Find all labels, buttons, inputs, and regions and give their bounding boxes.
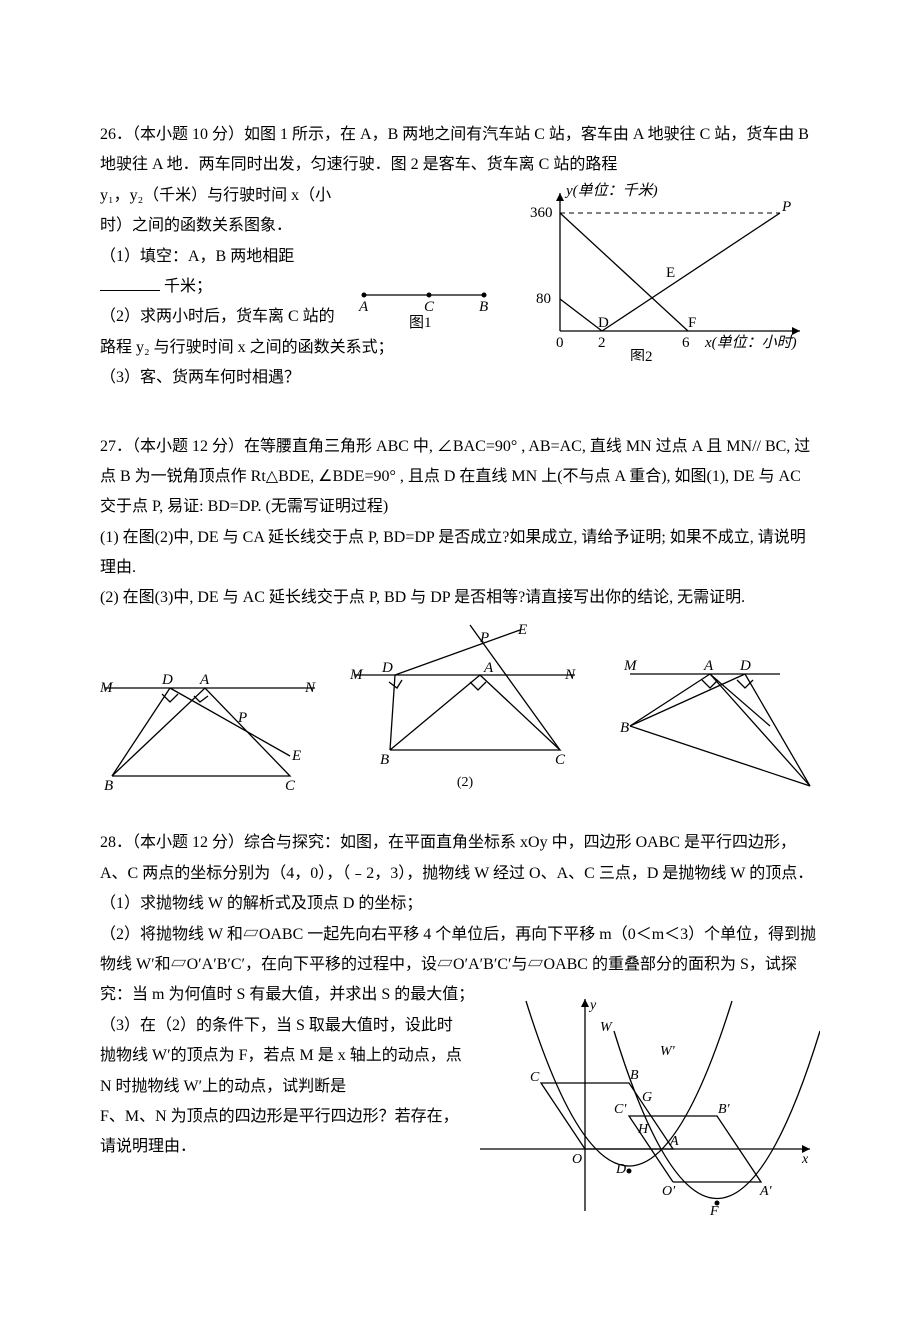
p27-q2: (2) 在图(3)中, DE 与 AC 延长线交于点 P, BD 与 DP 是否… bbox=[100, 583, 820, 613]
xtick-6: 6 bbox=[682, 335, 690, 351]
lbl-C: C bbox=[530, 1070, 540, 1085]
lbl-D: D bbox=[161, 672, 173, 688]
lbl3-A: A bbox=[703, 658, 714, 674]
ytick-80: 80 bbox=[536, 291, 551, 307]
lbl-B: B bbox=[630, 1068, 639, 1083]
p27-fig2-svg: M D A N B C P E bbox=[350, 620, 580, 770]
p26-fig1: A C B 图1 bbox=[354, 281, 494, 329]
p27-figs: M D A N B C P E bbox=[100, 620, 820, 797]
p27-fig3-svg: M A D B bbox=[610, 656, 820, 796]
lbl2-N: N bbox=[564, 667, 576, 683]
y-axis-label: y(单位：千米) bbox=[564, 182, 658, 199]
p27-fig1: M D A N B C P E bbox=[100, 666, 320, 796]
lbl-Cp: C' bbox=[614, 1102, 627, 1117]
p28-intro: 28．（本小题 12 分）综合与探究：如图，在平面直角坐标系 xOy 中，四边形… bbox=[100, 828, 820, 889]
p27-intro-text: （本小题 12 分）在等腰直角三角形 ABC 中, ∠BAC=90° , AB=… bbox=[100, 438, 810, 516]
lbl2-P: P bbox=[479, 630, 489, 646]
p26-num: 26． bbox=[100, 126, 132, 143]
xtick-0: 0 bbox=[556, 335, 564, 351]
lbl2-E: E bbox=[517, 622, 527, 638]
lbl-H: H bbox=[637, 1122, 649, 1137]
problem-28: 28．（本小题 12 分）综合与探究：如图，在平面直角坐标系 xOy 中，四边形… bbox=[100, 828, 820, 1220]
lbl-A: A bbox=[199, 672, 210, 688]
pt-D: D bbox=[598, 315, 609, 331]
lbl-M: M bbox=[100, 680, 114, 696]
p27-fig1-svg: M D A N B C P E bbox=[100, 666, 320, 796]
p26-line1: 26．（本小题 10 分）如图 1 所示，在 A，B 两地之间有汽车站 C 站，… bbox=[100, 120, 820, 181]
lbl-W: W bbox=[600, 1020, 613, 1035]
lbl2-B: B bbox=[380, 752, 389, 768]
page: 26．（本小题 10 分）如图 1 所示，在 A，B 两地之间有汽车站 C 站，… bbox=[0, 0, 920, 1339]
spacer bbox=[100, 412, 820, 432]
p26-fig1-svg: A C B 图1 bbox=[354, 281, 494, 329]
pt-E: E bbox=[666, 265, 675, 281]
lbl2-M: M bbox=[350, 667, 364, 683]
p28-intro-text: （本小题 12 分）综合与探究：如图，在平面直角坐标系 xOy 中，四边形 OA… bbox=[100, 834, 813, 881]
lbl2-D: D bbox=[381, 660, 393, 676]
p28-svg: y x O C B C' G B' H A D O' A' F W bbox=[470, 991, 820, 1221]
lbl-Wp: W' bbox=[660, 1044, 676, 1059]
p27-intro: 27．（本小题 12 分）在等腰直角三角形 ABC 中, ∠BAC=90° , … bbox=[100, 432, 820, 523]
pt-P: P bbox=[781, 199, 791, 215]
p26-q1b: 千米； bbox=[164, 278, 212, 295]
lbl3-D: D bbox=[739, 658, 751, 674]
lbl-B: B bbox=[104, 778, 113, 794]
p26-figures: 360 80 0 2 6 D F E P y bbox=[510, 181, 820, 361]
lbl-G: G bbox=[642, 1090, 652, 1105]
p27-fig3: M A D B bbox=[610, 656, 820, 796]
lbl3-B: B bbox=[620, 720, 629, 736]
fig1-caption: 图1 bbox=[409, 314, 432, 329]
lbl-D: D bbox=[615, 1162, 626, 1177]
p26-chart-svg: 360 80 0 2 6 D F E P y bbox=[510, 181, 820, 361]
lbl-N: N bbox=[304, 680, 316, 696]
lbl-Bp: B' bbox=[718, 1102, 731, 1117]
problem-26: 26．（本小题 10 分）如图 1 所示，在 A，B 两地之间有汽车站 C 站，… bbox=[100, 120, 820, 394]
p28-figure: y x O C B C' G B' H A D O' A' F W bbox=[470, 991, 820, 1221]
lbl-x: x bbox=[801, 1152, 809, 1167]
p27-q1: (1) 在图(2)中, DE 与 CA 延长线交于点 P, BD=DP 是否成立… bbox=[100, 523, 820, 584]
p27-num: 27． bbox=[100, 438, 132, 455]
p27-fig2-caption: (2) bbox=[350, 770, 580, 797]
x-axis-label: x(单位：小时) bbox=[704, 334, 797, 351]
blank-icon bbox=[100, 290, 160, 291]
xtick-2: 2 bbox=[598, 335, 606, 351]
p28-num: 28． bbox=[100, 834, 132, 851]
lbl-Op: O' bbox=[662, 1184, 676, 1199]
pt-B: B bbox=[479, 299, 488, 315]
lbl-A: A bbox=[669, 1134, 679, 1149]
p26-q3: （3）客、货两车何时相遇？ bbox=[100, 363, 820, 393]
p28-q1: （1）求抛物线 W 的解析式及顶点 D 的坐标； bbox=[100, 889, 820, 919]
pt-A: A bbox=[358, 299, 369, 315]
lbl-P: P bbox=[237, 710, 247, 726]
pt-C: C bbox=[424, 299, 435, 315]
lbl3-M: M bbox=[623, 658, 638, 674]
p26-q1a: （1）填空：A，B 两地相距 bbox=[100, 248, 294, 265]
p27-fig2: M D A N B C P E (2) bbox=[350, 620, 580, 797]
fig2-caption: 图2 bbox=[630, 348, 653, 361]
pt-F: F bbox=[688, 315, 696, 331]
lbl-y: y bbox=[588, 998, 597, 1013]
lbl-E: E bbox=[291, 748, 301, 764]
problem-27: 27．（本小题 12 分）在等腰直角三角形 ABC 中, ∠BAC=90° , … bbox=[100, 432, 820, 811]
ytick-360: 360 bbox=[530, 205, 553, 221]
lbl2-C: C bbox=[555, 752, 566, 768]
lbl2-A: A bbox=[483, 660, 494, 676]
p26-intro: （本小题 10 分）如图 1 所示，在 A，B 两地之间有汽车站 C 站，客车由… bbox=[100, 126, 809, 173]
lbl-Ap: A' bbox=[759, 1184, 773, 1199]
lbl-C: C bbox=[285, 778, 296, 794]
lbl-F: F bbox=[709, 1204, 719, 1219]
lbl-O: O bbox=[572, 1152, 582, 1167]
